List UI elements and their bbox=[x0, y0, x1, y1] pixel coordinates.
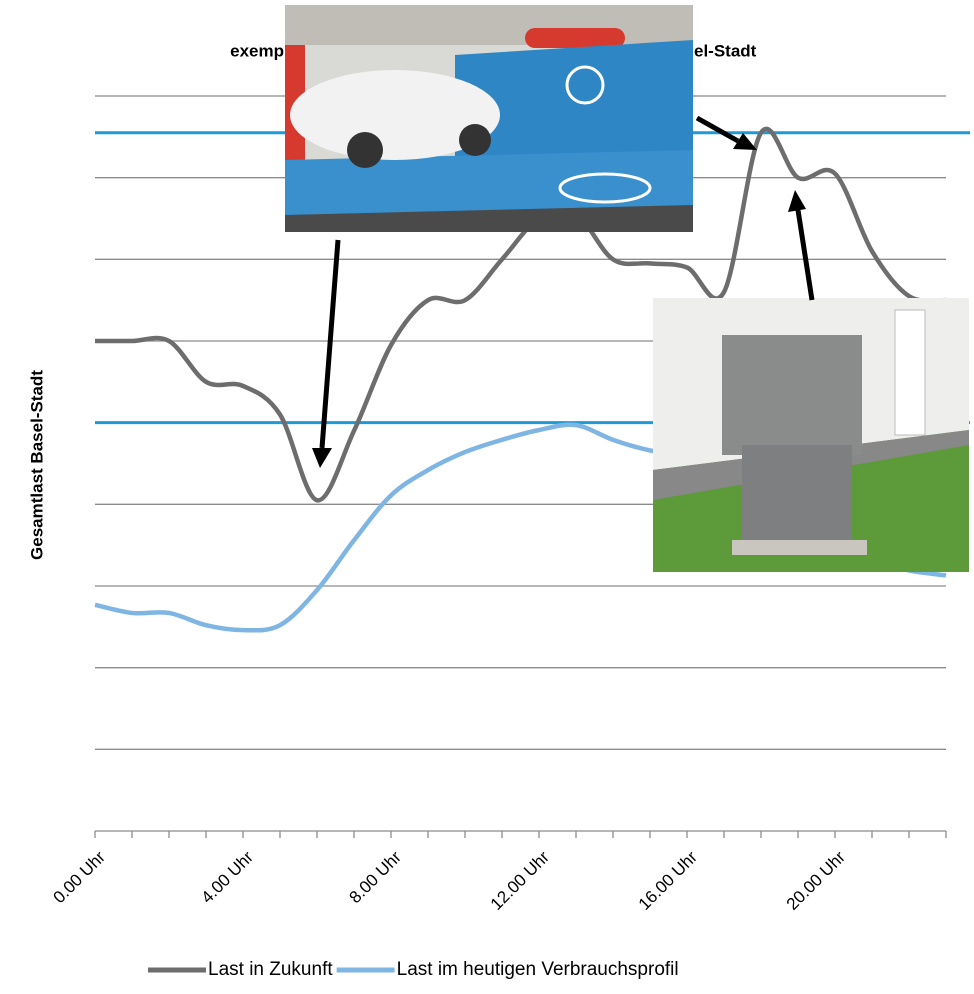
x-tick-label: 20.00 Uhr bbox=[783, 847, 849, 913]
legend-label: Last im heutigen Verbrauchsprofil bbox=[397, 959, 679, 980]
chart-title: exemp bbox=[230, 41, 284, 60]
x-tick-label: 4.00 Uhr bbox=[197, 847, 257, 907]
y-axis-label: Gesamtlast Basel-Stadt bbox=[27, 370, 46, 560]
x-tick-label: 16.00 Uhr bbox=[635, 847, 701, 913]
photo-charging bbox=[285, 5, 693, 232]
chart-title: el-Stadt bbox=[694, 41, 757, 60]
x-tick-label: 8.00 Uhr bbox=[345, 847, 405, 907]
x-tick-label: 12.00 Uhr bbox=[487, 847, 553, 913]
arrows bbox=[312, 115, 815, 468]
legend-label: Last in Zukunft bbox=[208, 959, 333, 980]
x-tick-label: 0.00 Uhr bbox=[49, 847, 109, 907]
photo-heatpump bbox=[653, 298, 969, 572]
